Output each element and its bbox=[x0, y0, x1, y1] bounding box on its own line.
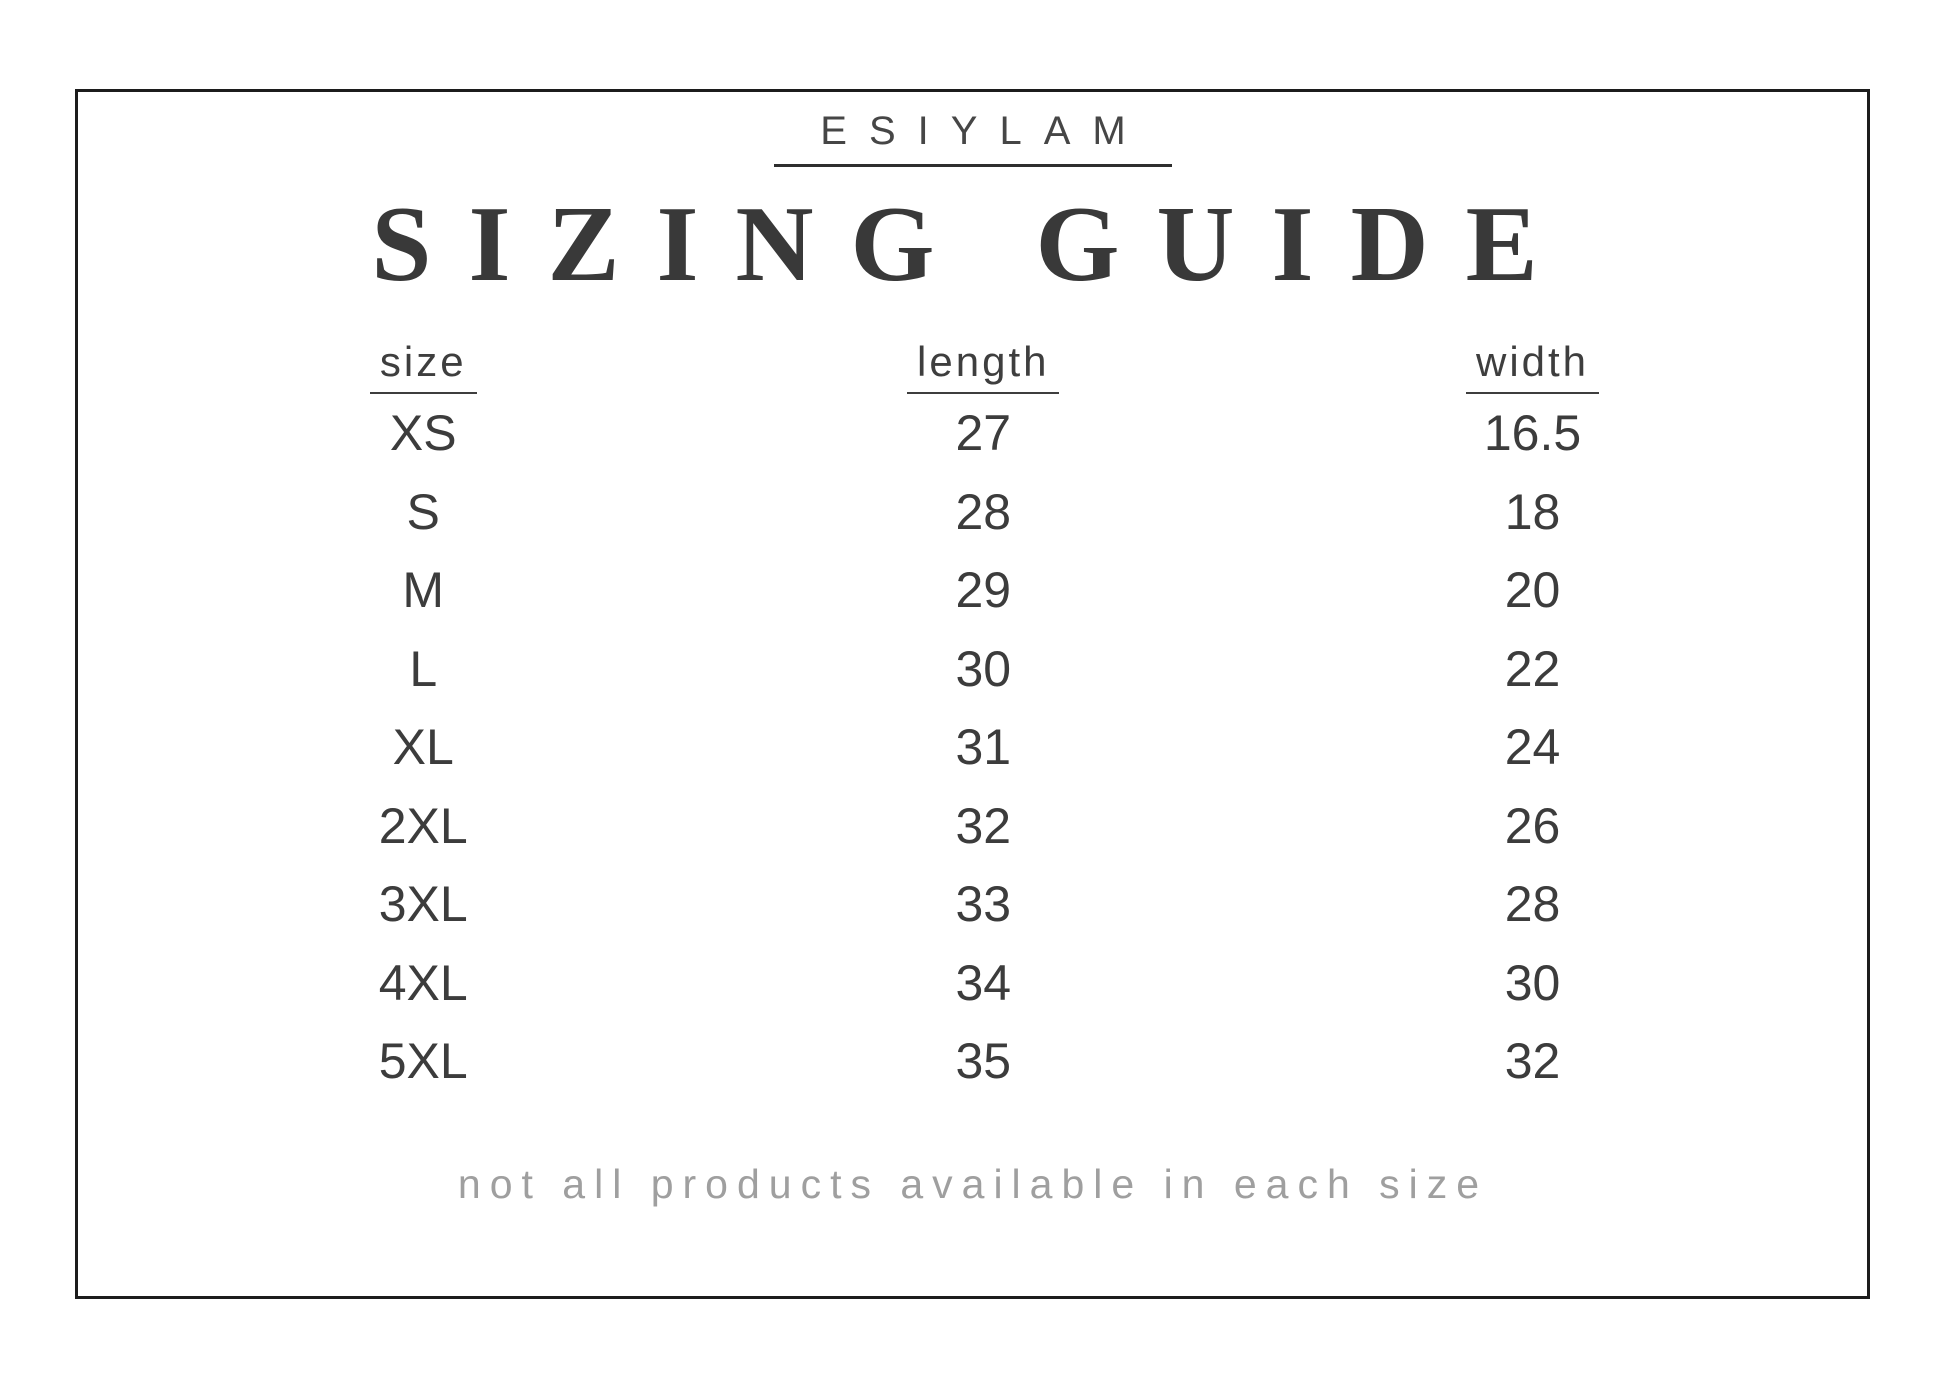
page-border-frame bbox=[75, 89, 1870, 1299]
length-cell: 28 bbox=[955, 483, 1012, 540]
width-column-header-cell: width bbox=[1195, 338, 1870, 394]
length-cell: 29 bbox=[955, 562, 1012, 619]
length-cell: 35 bbox=[955, 1033, 1012, 1090]
brand-header: ESIYLAM bbox=[0, 111, 1946, 167]
table-row: M 29 20 bbox=[75, 551, 1870, 630]
size-cell: 2XL bbox=[378, 797, 468, 854]
width-cell: 32 bbox=[1504, 1033, 1561, 1090]
size-cell: XL bbox=[392, 719, 454, 776]
width-cell: 24 bbox=[1504, 719, 1561, 776]
length-cell: 34 bbox=[955, 954, 1012, 1011]
length-cell: 31 bbox=[955, 719, 1012, 776]
table-header-row: size length width bbox=[75, 338, 1870, 394]
size-cell: S bbox=[406, 483, 440, 540]
length-cell: 30 bbox=[955, 640, 1012, 697]
table-row: S 28 18 bbox=[75, 473, 1870, 552]
size-cell: 3XL bbox=[378, 876, 468, 933]
page-title: SIZING GUIDE bbox=[371, 185, 1575, 304]
width-cell: 20 bbox=[1504, 562, 1561, 619]
size-cell: 4XL bbox=[378, 954, 468, 1011]
width-column-header: width bbox=[1465, 338, 1600, 394]
length-cell: 27 bbox=[955, 405, 1012, 462]
width-cell: 26 bbox=[1504, 797, 1561, 854]
table-row: 3XL 33 28 bbox=[75, 865, 1870, 944]
size-column-header-cell: size bbox=[75, 338, 771, 394]
length-cell: 32 bbox=[955, 797, 1012, 854]
size-cell: L bbox=[409, 640, 438, 697]
table-row: L 30 22 bbox=[75, 630, 1870, 709]
width-cell: 16.5 bbox=[1483, 405, 1582, 462]
availability-footnote: not all products available in each size bbox=[457, 1161, 1489, 1207]
width-cell: 18 bbox=[1504, 483, 1561, 540]
table-row: 2XL 32 26 bbox=[75, 787, 1870, 866]
length-column-header-cell: length bbox=[771, 338, 1195, 394]
sizing-table: size length width XS 27 16.5 S 28 18 M 2… bbox=[75, 338, 1870, 1101]
width-cell: 22 bbox=[1504, 640, 1561, 697]
table-row: 5XL 35 32 bbox=[75, 1022, 1870, 1101]
size-cell: M bbox=[402, 562, 445, 619]
table-row: XS 27 16.5 bbox=[75, 394, 1870, 473]
size-cell: 5XL bbox=[378, 1033, 468, 1090]
width-cell: 28 bbox=[1504, 876, 1561, 933]
table-row: XL 31 24 bbox=[75, 708, 1870, 787]
size-column-header: size bbox=[369, 338, 477, 394]
table-row: 4XL 34 30 bbox=[75, 944, 1870, 1023]
length-cell: 33 bbox=[955, 876, 1012, 933]
brand-name: ESIYLAM bbox=[774, 111, 1172, 167]
width-cell: 30 bbox=[1504, 954, 1561, 1011]
length-column-header: length bbox=[907, 338, 1060, 394]
size-cell: XS bbox=[389, 405, 457, 462]
